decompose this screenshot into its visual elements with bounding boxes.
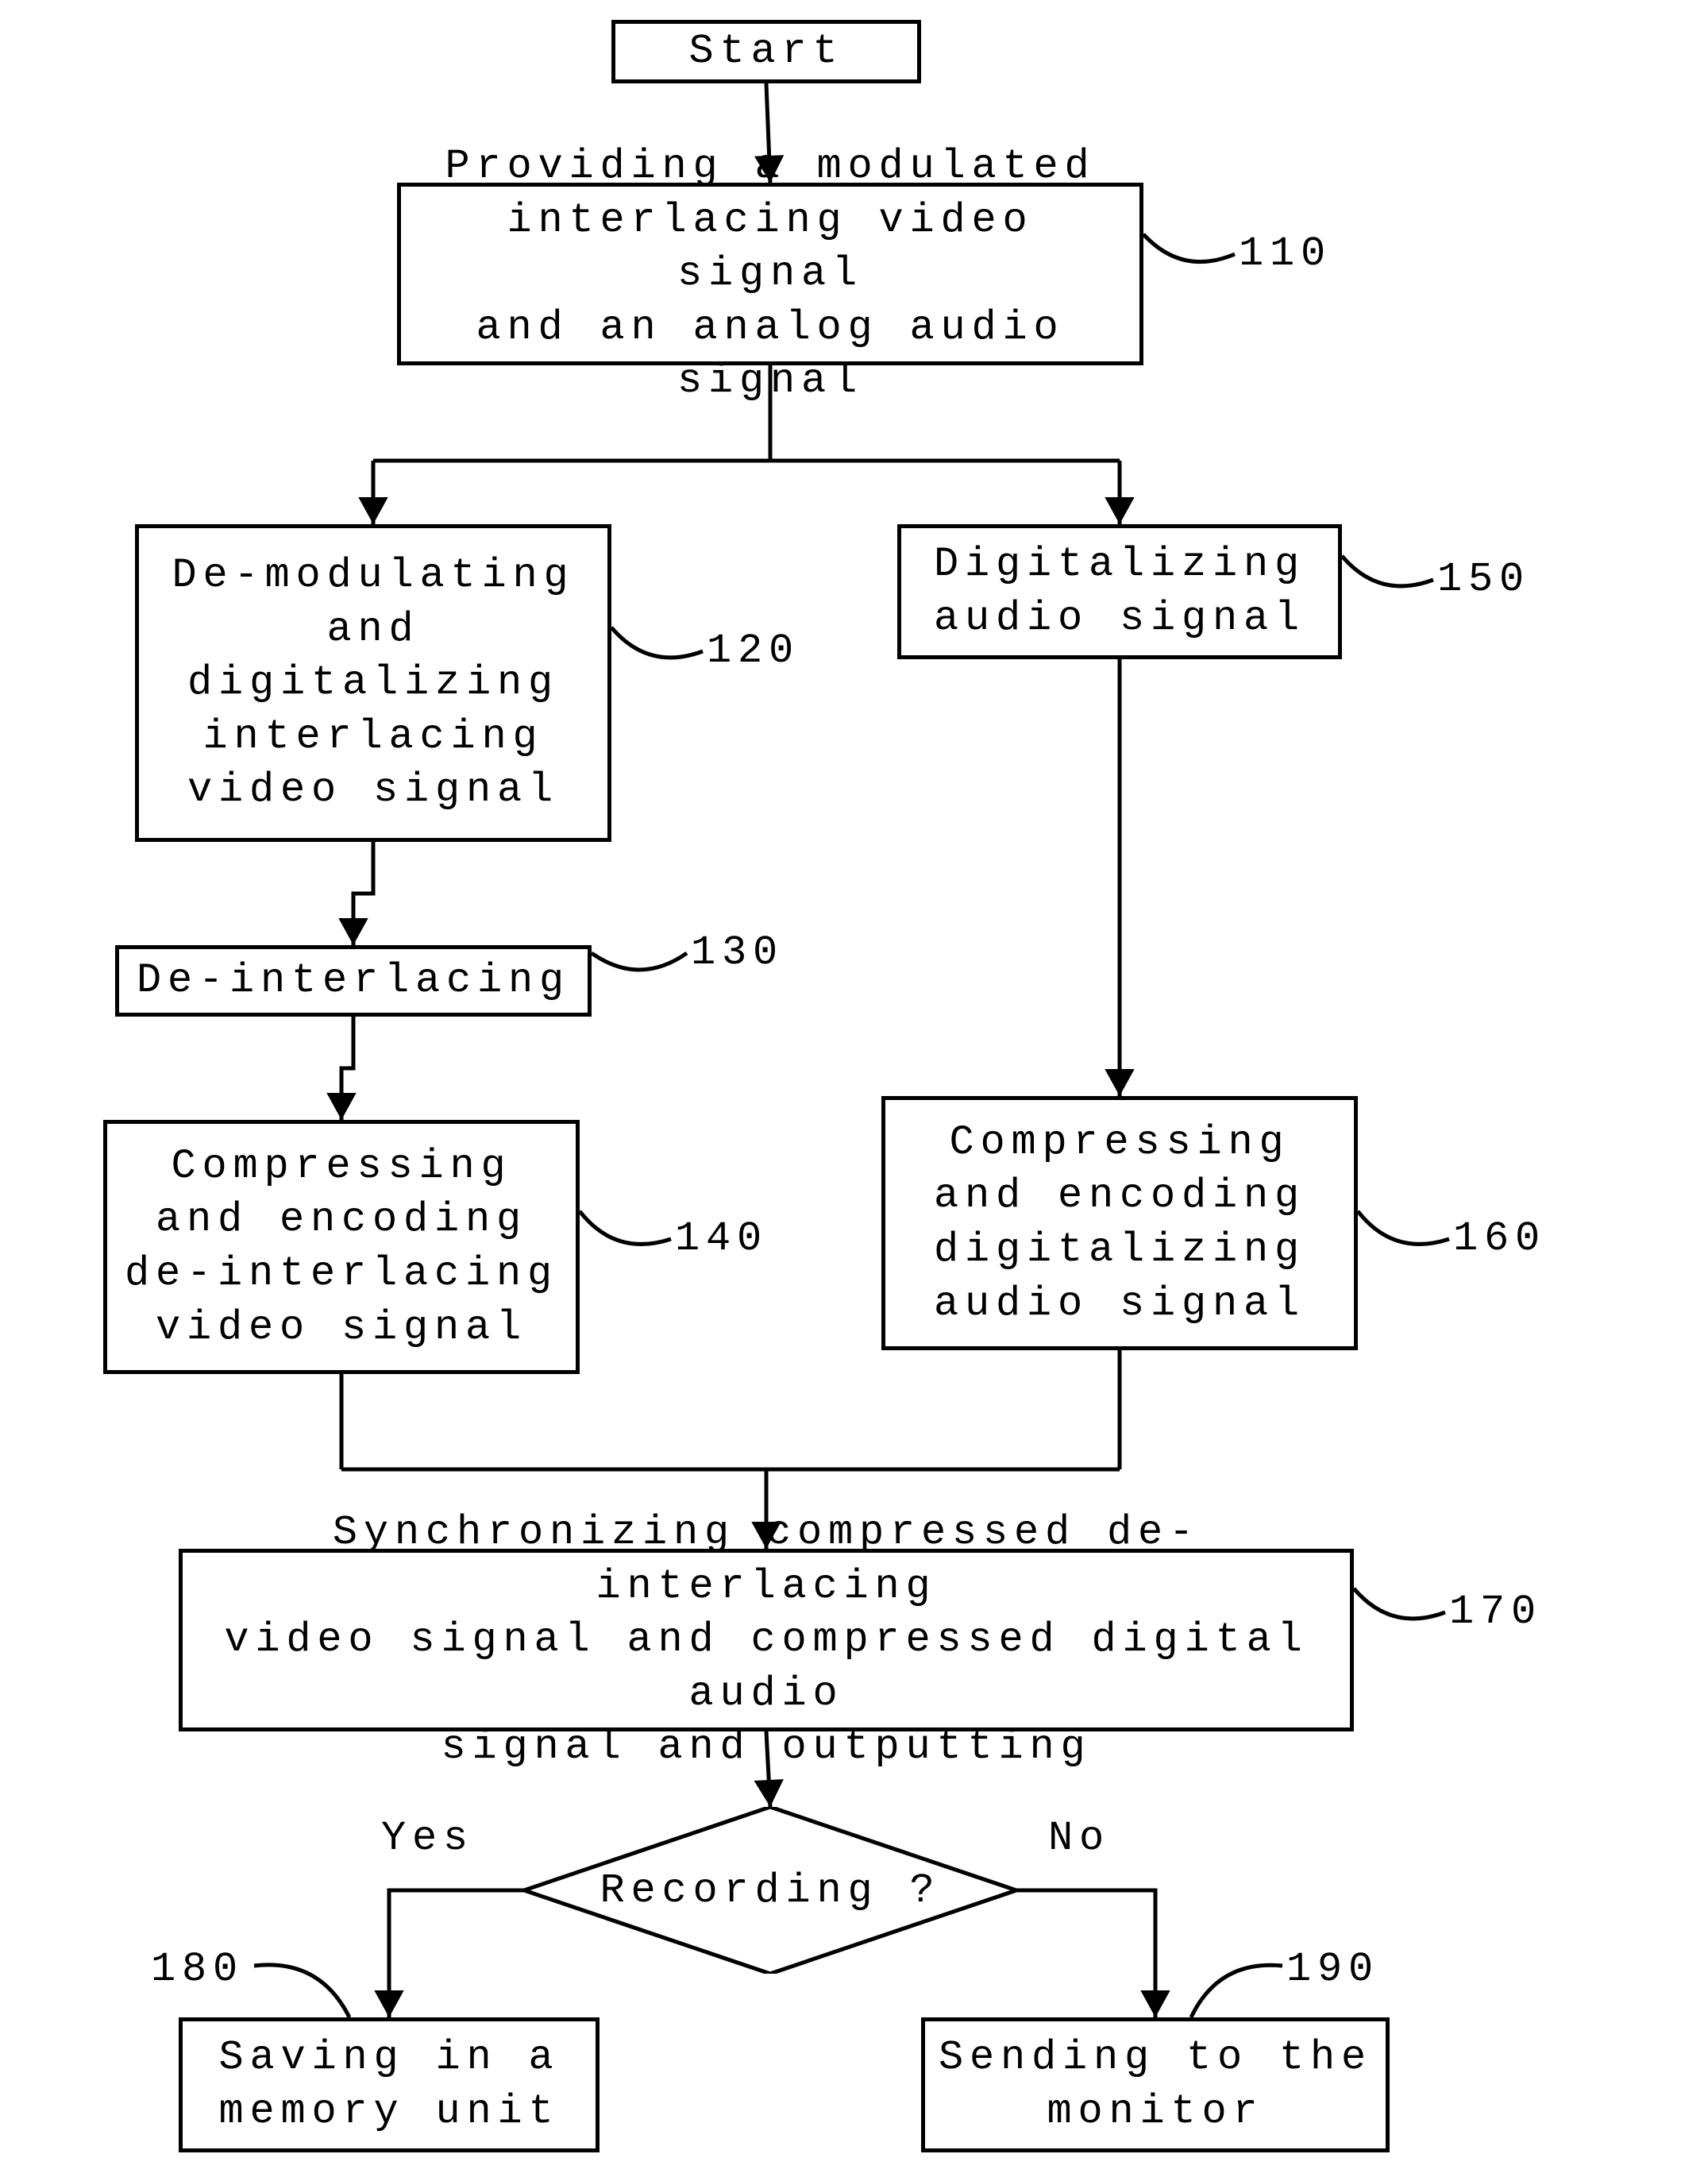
label-branch-no: No bbox=[1048, 1815, 1110, 1862]
leader-l150 bbox=[1326, 540, 1449, 596]
leader-l140 bbox=[564, 1195, 687, 1255]
label-ref-r140: 140 bbox=[675, 1215, 768, 1262]
node-n150: Digitalizing audio signal bbox=[897, 524, 1342, 659]
label-ref-r130: 130 bbox=[691, 929, 784, 976]
node-n160: Compressing and encoding digitalizing au… bbox=[881, 1096, 1358, 1350]
label-ref-r160: 160 bbox=[1453, 1215, 1546, 1262]
connector bbox=[1088, 627, 1151, 1128]
leader-l110 bbox=[1128, 218, 1251, 270]
decision-recording: Recording ? bbox=[524, 1807, 1016, 1974]
connector bbox=[341, 429, 1151, 492]
node-n180: Saving in a memory unit bbox=[179, 2017, 600, 2152]
node-n120: De-modulating and digitalizing interlaci… bbox=[135, 524, 611, 842]
leader-l160 bbox=[1342, 1195, 1465, 1255]
leader-l120 bbox=[596, 612, 719, 667]
node-n140: Compressing and encoding de-interlacing … bbox=[103, 1120, 580, 1374]
label-ref-r190: 190 bbox=[1286, 1946, 1379, 1993]
label-ref-r150: 150 bbox=[1437, 556, 1530, 603]
node-n110: Providing a modulated interlacing video … bbox=[397, 183, 1143, 365]
node-n130: De-interlacing bbox=[115, 945, 592, 1017]
node-start: Start bbox=[611, 20, 921, 83]
node-n170: Synchronizing compressed de-interlacing … bbox=[179, 1549, 1354, 1731]
label-ref-r110: 110 bbox=[1239, 230, 1332, 277]
label-branch-yes: Yes bbox=[381, 1815, 474, 1862]
node-n190: Sending to the monitor bbox=[921, 2017, 1390, 2152]
leader-l170 bbox=[1338, 1573, 1461, 1628]
flowchart-canvas: Start Providing a modulated interlacing v… bbox=[0, 0, 1708, 2181]
label-ref-r120: 120 bbox=[707, 627, 800, 674]
label-ref-r170: 170 bbox=[1449, 1588, 1542, 1635]
leader-l130 bbox=[576, 937, 703, 969]
label-ref-r180: 180 bbox=[151, 1946, 244, 1993]
connector bbox=[310, 1438, 1151, 1501]
